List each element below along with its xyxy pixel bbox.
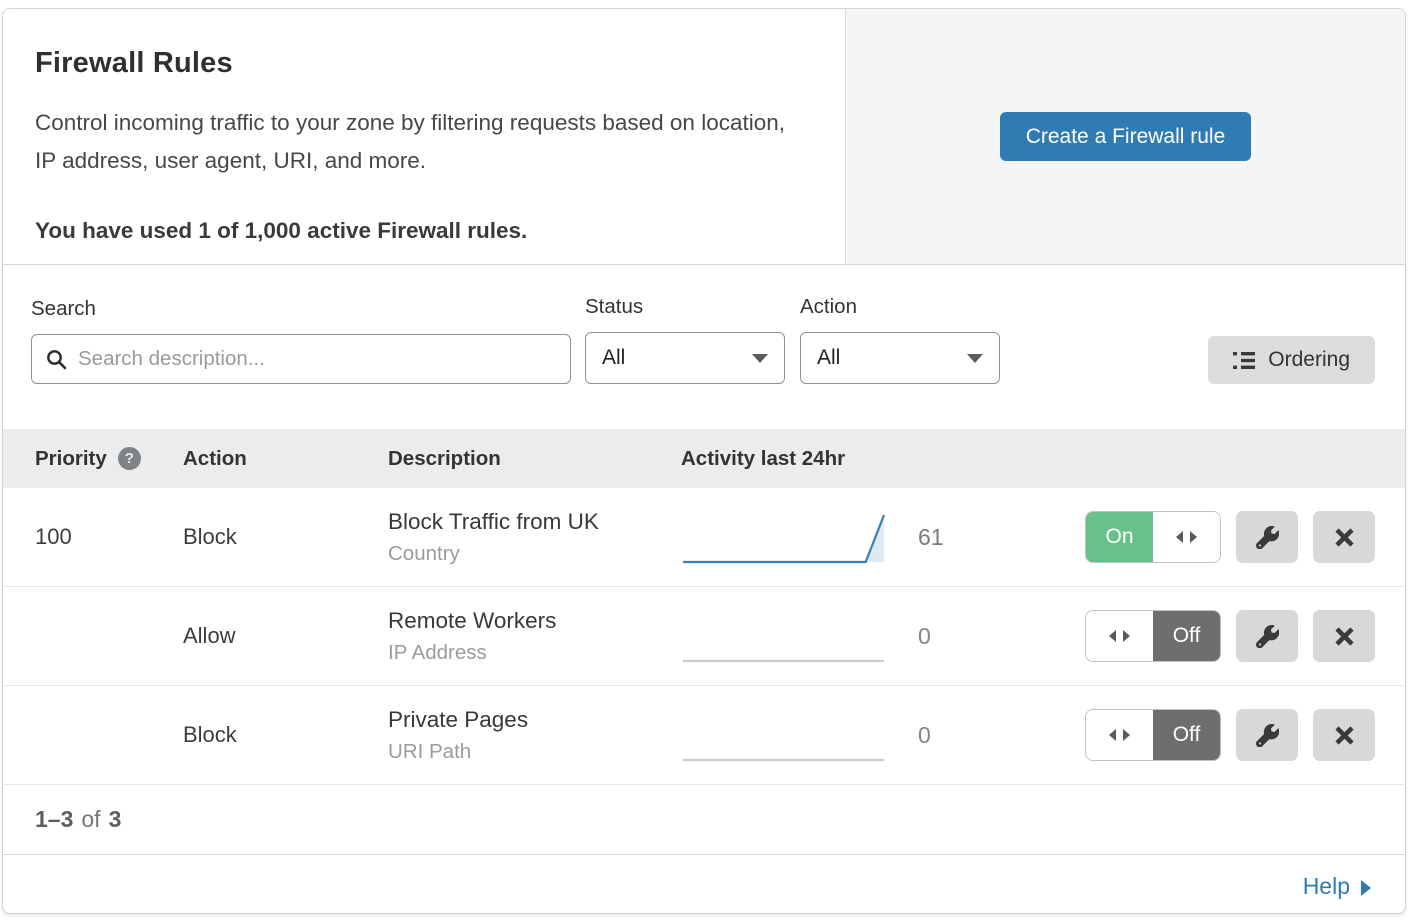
toggle-drag-handle-icon xyxy=(1086,611,1153,661)
wrench-icon xyxy=(1255,624,1279,648)
toggle-off-label: Off xyxy=(1153,710,1220,760)
header-action-panel: Create a Firewall rule xyxy=(846,9,1405,264)
rule-action: Block xyxy=(183,524,237,549)
close-icon xyxy=(1334,626,1355,647)
ordering-button-label: Ordering xyxy=(1268,348,1350,371)
action-selected-value: All xyxy=(817,346,841,369)
column-priority: Priority xyxy=(35,446,107,470)
edit-rule-button[interactable] xyxy=(1236,511,1298,563)
activity-sparkline xyxy=(681,608,886,664)
help-bar: Help xyxy=(3,855,1405,913)
filter-bar: Search Status All Action All xyxy=(3,265,1405,429)
search-group: Search xyxy=(31,297,571,384)
toggle-off-label: Off xyxy=(1153,611,1220,661)
header-text-panel: Firewall Rules Control incoming traffic … xyxy=(3,9,846,264)
rule-enabled-toggle[interactable]: Off xyxy=(1085,610,1221,662)
search-input[interactable] xyxy=(78,347,556,371)
close-icon xyxy=(1334,527,1355,548)
create-firewall-rule-button[interactable]: Create a Firewall rule xyxy=(999,112,1252,161)
table-row: Allow Remote Workers IP Address 0 Off xyxy=(3,587,1405,686)
rule-description: Block Traffic from UK xyxy=(388,508,599,534)
table-row: 100 Block Block Traffic from UK Country … xyxy=(3,488,1405,587)
activity-count: 61 xyxy=(918,523,944,550)
help-link-label: Help xyxy=(1302,873,1350,899)
arrow-right-icon xyxy=(1361,879,1371,896)
rule-action: Block xyxy=(183,722,237,747)
rule-action: Allow xyxy=(183,623,236,648)
activity-count: 0 xyxy=(918,622,931,649)
wrench-icon xyxy=(1255,723,1279,747)
status-select[interactable]: All xyxy=(585,332,785,384)
help-link[interactable]: Help xyxy=(1303,873,1371,900)
search-icon xyxy=(46,349,67,370)
action-filter-group: Action All xyxy=(800,295,1000,384)
rule-description: Remote Workers xyxy=(388,607,557,633)
rule-description: Private Pages xyxy=(388,706,529,732)
close-icon xyxy=(1334,725,1355,746)
activity-sparkline xyxy=(681,707,886,763)
column-description: Description xyxy=(388,446,501,470)
status-filter-group: Status All xyxy=(585,295,785,384)
action-select[interactable]: All xyxy=(800,332,1000,384)
rule-match-type: Country xyxy=(388,541,460,565)
pagination-range: 1–3 xyxy=(35,806,74,832)
delete-rule-button[interactable] xyxy=(1313,511,1375,563)
delete-rule-button[interactable] xyxy=(1313,709,1375,761)
chevron-down-icon xyxy=(752,353,768,363)
status-label: Status xyxy=(585,295,644,318)
toggle-on-label: On xyxy=(1086,512,1153,562)
edit-rule-button[interactable] xyxy=(1236,709,1298,761)
activity-count: 0 xyxy=(918,721,931,748)
pagination-of-label: of xyxy=(81,806,101,832)
column-action: Action xyxy=(183,446,247,470)
edit-rule-button[interactable] xyxy=(1236,610,1298,662)
pagination-bar: 1–3 of 3 xyxy=(3,785,1405,855)
column-activity: Activity last 24hr xyxy=(681,446,846,470)
rule-priority: 100 xyxy=(35,524,72,549)
search-box[interactable] xyxy=(31,334,571,384)
activity-sparkline xyxy=(681,509,886,565)
search-label: Search xyxy=(31,297,96,320)
page-description: Control incoming traffic to your zone by… xyxy=(35,110,785,173)
priority-help-icon[interactable]: ? xyxy=(117,447,141,470)
list-ordering-icon xyxy=(1233,351,1256,369)
page-title: Firewall Rules xyxy=(35,47,233,79)
firewall-rules-card: Firewall Rules Control incoming traffic … xyxy=(2,8,1406,914)
ordering-button[interactable]: Ordering xyxy=(1208,336,1375,384)
table-row: Block Private Pages URI Path 0 Off xyxy=(3,686,1405,785)
toggle-drag-handle-icon xyxy=(1086,710,1153,760)
action-label: Action xyxy=(800,295,857,318)
rule-match-type: URI Path xyxy=(388,739,472,763)
usage-note: You have used 1 of 1,000 active Firewall… xyxy=(35,218,528,243)
toggle-drag-handle-icon xyxy=(1153,512,1220,562)
chevron-down-icon xyxy=(967,353,983,363)
header: Firewall Rules Control incoming traffic … xyxy=(3,9,1405,265)
status-selected-value: All xyxy=(602,346,626,369)
pagination-total: 3 xyxy=(108,806,122,832)
table-header: Priority ? Action Description Activity l… xyxy=(3,429,1405,488)
delete-rule-button[interactable] xyxy=(1313,610,1375,662)
rule-enabled-toggle[interactable]: On xyxy=(1085,511,1221,563)
wrench-icon xyxy=(1255,525,1279,549)
rule-enabled-toggle[interactable]: Off xyxy=(1085,709,1221,761)
rule-match-type: IP Address xyxy=(388,640,487,664)
